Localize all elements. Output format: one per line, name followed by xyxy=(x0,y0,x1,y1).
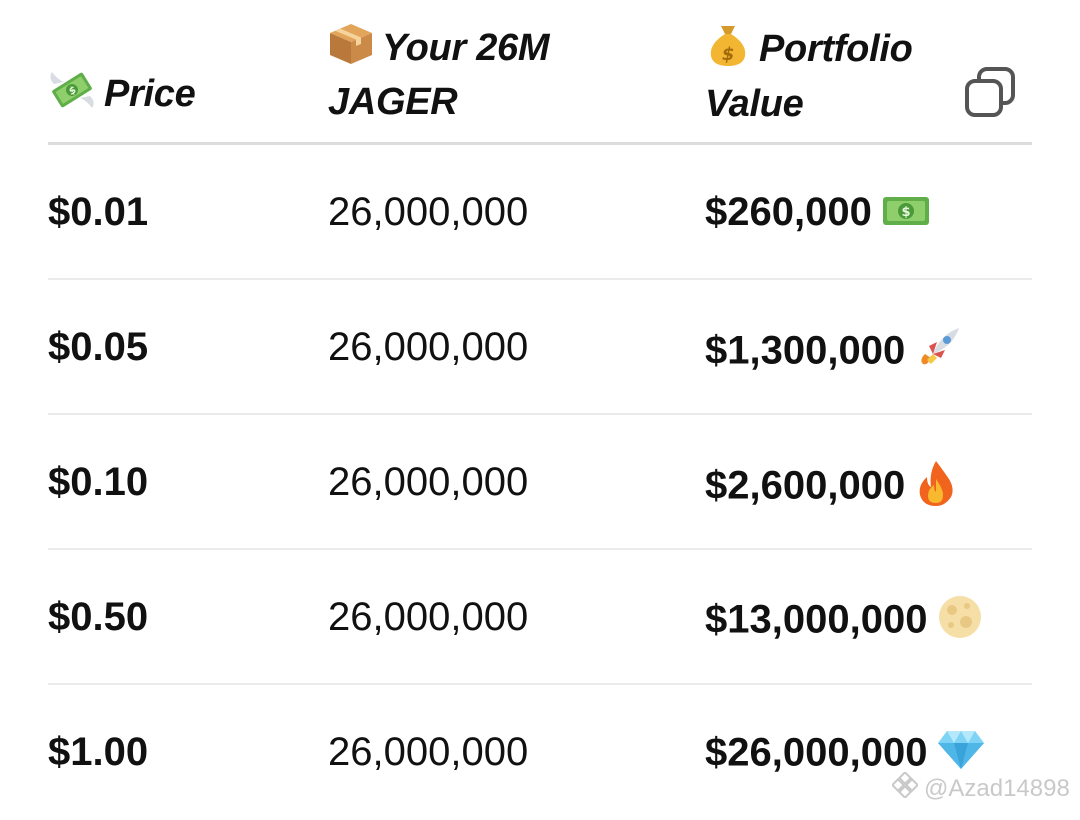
money-with-wings-icon: $ xyxy=(48,70,96,122)
copy-icon[interactable] xyxy=(964,66,1016,118)
package-icon xyxy=(328,22,374,78)
price-cell: $0.01 xyxy=(48,190,149,234)
price-cell: $0.10 xyxy=(48,460,149,504)
gem-icon xyxy=(937,729,985,781)
fire-icon xyxy=(915,459,957,517)
table-row: $1.00 26,000,000 $26,000,000 xyxy=(48,685,1032,820)
money-bag-icon: $ xyxy=(705,22,751,80)
value-cell: $260,000 $ xyxy=(705,189,930,237)
table-row: $0.10 26,000,000 $2,600,000 xyxy=(48,415,1032,550)
full-moon-icon xyxy=(937,594,983,650)
quantity-cell: 26,000,000 xyxy=(328,730,529,774)
value-cell: $13,000,000 xyxy=(705,594,983,650)
quantity-cell: 26,000,000 xyxy=(328,595,529,639)
quantity-cell: 26,000,000 xyxy=(328,325,529,369)
price-cell: $0.50 xyxy=(48,595,149,639)
table-row: $0.05 26,000,000 $1,300,000 xyxy=(48,280,1032,415)
svg-text:$: $ xyxy=(67,85,79,98)
quantity-cell: 26,000,000 xyxy=(328,460,529,504)
table-header: $ Price Your 26M JAGER $ xyxy=(48,0,1032,145)
value-cell: $2,600,000 xyxy=(705,459,957,517)
price-cell: $1.00 xyxy=(48,730,149,774)
svg-text:$: $ xyxy=(901,205,910,220)
price-cell: $0.05 xyxy=(48,325,149,369)
portfolio-table: $ Price Your 26M JAGER $ xyxy=(48,0,1032,820)
dollar-banknote-icon: $ xyxy=(882,191,930,237)
binance-logo-icon xyxy=(890,770,920,805)
header-price: $ Price xyxy=(48,70,196,122)
watermark: @Azad14898 xyxy=(890,770,1070,805)
rocket-icon xyxy=(915,324,963,382)
quantity-cell: 26,000,000 xyxy=(328,190,529,234)
table-row: $0.50 26,000,000 $13,000,000 xyxy=(48,550,1032,685)
value-cell: $1,300,000 xyxy=(705,324,963,382)
header-quantity: Your 26M JAGER xyxy=(328,22,628,126)
svg-text:$: $ xyxy=(722,44,734,65)
value-cell: $26,000,000 xyxy=(705,729,985,781)
header-portfolio-value: $ Portfolio Value xyxy=(705,22,1005,128)
table-row: $0.01 26,000,000 $260,000 $ xyxy=(48,145,1032,280)
